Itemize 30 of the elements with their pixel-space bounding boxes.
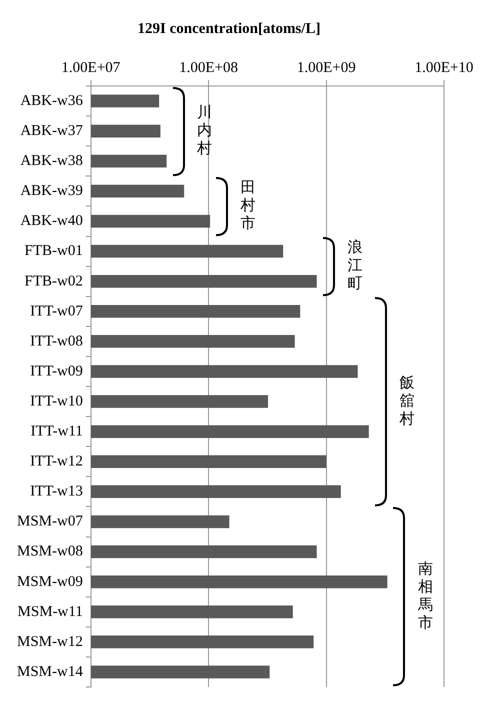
y-tick-label: ITT-w13: [30, 484, 83, 500]
y-tick-label: ABK-w39: [20, 183, 83, 200]
chart-title: 129I concentration[atoms/L]: [138, 20, 320, 37]
y-tick-label: FTB-w01: [24, 243, 83, 260]
x-tick-label: 1.00E+09: [296, 60, 356, 76]
y-tick-label: ABK-w37: [20, 123, 84, 140]
y-tick-label: MSM-w09: [16, 574, 83, 590]
x-tick-label: 1.00E+08: [179, 60, 238, 76]
y-tick-label: ABK-w36: [20, 92, 84, 109]
y-tick-label: ABK-w40: [20, 213, 83, 230]
y-tick-label: ITT-w11: [30, 424, 83, 440]
y-tick-label: MSM-w08: [16, 544, 83, 560]
y-tick-label: MSM-w14: [16, 664, 84, 680]
y-tick-label: ITT-w12: [30, 454, 83, 470]
y-tick-label: ABK-w38: [20, 153, 83, 170]
x-tick-label: 1.00E+07: [61, 60, 121, 76]
y-tick-label: FTB-w02: [24, 273, 83, 290]
y-tick-label: MSM-w11: [18, 604, 83, 620]
y-tick-label: ITT-w07: [30, 303, 84, 320]
annotation: 南相馬市: [416, 560, 433, 632]
y-tick-label: ITT-w08: [30, 333, 83, 350]
annotation: 田村市: [240, 178, 256, 232]
y-tick-label: ITT-w09: [30, 363, 83, 380]
annotation: 飯舘村: [398, 373, 414, 428]
annotation: 川内村: [196, 102, 212, 157]
y-tick-label: MSM-w07: [16, 514, 84, 530]
x-tick-label: 1.00E+10: [414, 60, 474, 76]
y-tick-label: ITT-w10: [30, 393, 83, 410]
annotation: 浪江町: [347, 238, 362, 292]
y-tick-label: MSM-w12: [16, 634, 83, 650]
